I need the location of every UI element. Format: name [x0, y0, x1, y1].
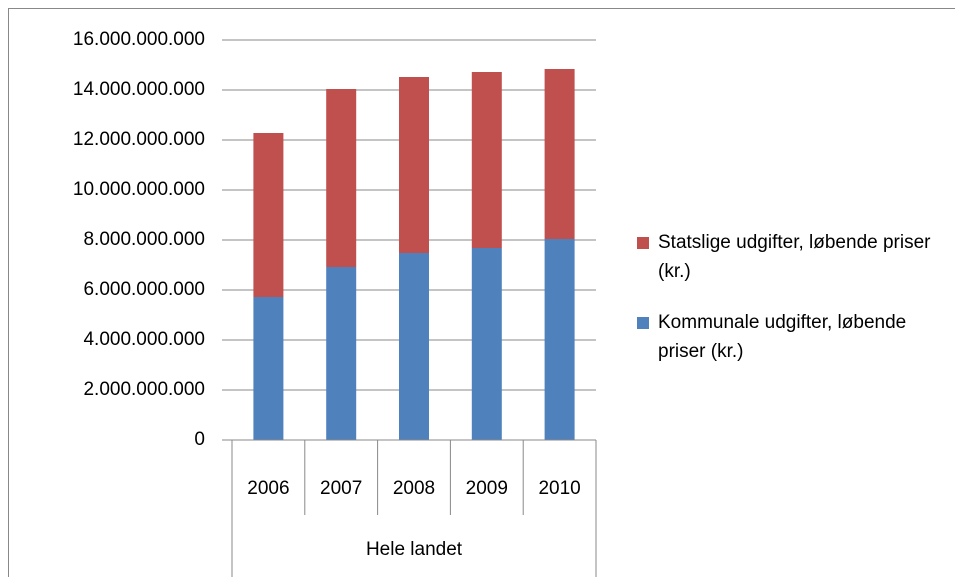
bar: [253, 297, 284, 440]
x-tick-label: 2008: [393, 478, 435, 499]
x-tick-label: 2006: [247, 478, 289, 499]
y-tick-label: 4.000.000.000: [83, 329, 205, 350]
bar: [471, 72, 502, 248]
x-tick-label: 2009: [466, 478, 508, 499]
x-tick-label: 2007: [320, 478, 362, 499]
legend-swatch: [637, 237, 649, 249]
y-tick-label: 14.000.000.000: [73, 79, 205, 100]
bar: [253, 133, 284, 297]
x-tick-label: 2010: [538, 478, 580, 499]
bar: [326, 267, 357, 440]
legend-swatch: [637, 317, 649, 329]
bar: [326, 89, 357, 267]
y-tick-label: 0: [194, 429, 205, 450]
bar: [544, 239, 575, 440]
bar: [399, 77, 429, 253]
y-tick-label: 2.000.000.000: [83, 379, 205, 400]
bar: [471, 248, 502, 440]
bar: [399, 253, 429, 440]
chart-border: [8, 8, 955, 577]
legend-label: Kommunale udgifter, løbende priser (kr.): [658, 312, 907, 362]
bar: [544, 69, 575, 239]
x-group-label: Hele landet: [366, 539, 463, 560]
y-tick-label: 8.000.000.000: [83, 229, 205, 250]
y-tick-label: 12.000.000.000: [73, 129, 205, 150]
y-tick-label: 6.000.000.000: [83, 279, 205, 300]
y-tick-label: 16.000.000.000: [73, 29, 205, 50]
y-tick-label: 10.000.000.000: [73, 179, 205, 200]
legend-label: Statslige udgifter, løbende priser (kr.): [658, 232, 931, 282]
